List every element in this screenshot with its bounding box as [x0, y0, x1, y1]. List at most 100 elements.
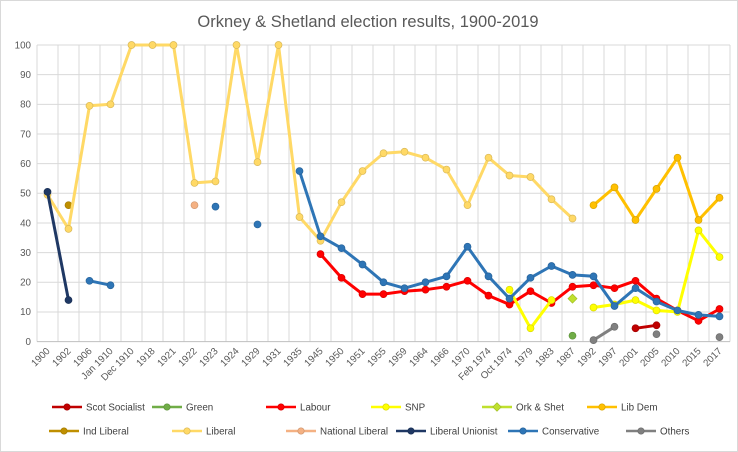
data-point — [652, 321, 661, 330]
data-point — [442, 282, 451, 291]
data-point — [568, 271, 577, 279]
data-point — [421, 278, 430, 287]
series-scot-socialist — [631, 321, 661, 333]
data-point — [652, 297, 661, 306]
data-point — [85, 276, 94, 285]
series-lib-dem — [589, 153, 724, 224]
chart-title: Orkney & Shetland election results, 1900… — [197, 13, 538, 31]
x-tick-label: 1931 — [260, 346, 283, 369]
data-point — [253, 158, 262, 167]
data-point — [400, 147, 409, 156]
data-point — [492, 402, 502, 412]
legend-item-ork-shet: Ork & Shet — [482, 402, 564, 413]
y-axis-labels: 0 10 20 30 40 50 60 70 80 90 100 — [15, 40, 32, 348]
data-point — [568, 282, 577, 291]
data-point — [169, 41, 178, 49]
x-tick-label: 1929 — [239, 346, 262, 369]
data-point — [379, 290, 388, 298]
data-point — [148, 41, 157, 49]
data-point — [400, 284, 409, 293]
data-point — [183, 427, 191, 435]
data-point — [421, 285, 430, 294]
data-point — [358, 260, 367, 269]
x-tick-label: 2015 — [680, 346, 704, 370]
x-tick-label: 1921 — [155, 346, 178, 369]
data-point — [463, 276, 472, 285]
data-point — [63, 403, 71, 411]
data-point — [85, 101, 94, 110]
data-point — [610, 284, 619, 293]
data-point — [610, 302, 619, 310]
data-point — [295, 167, 304, 175]
x-tick-label: 2005 — [638, 346, 662, 370]
series-liberal — [43, 41, 577, 245]
legend-item-liberal-unionist: Liberal Unionist — [396, 426, 498, 437]
legend-item-snp: SNP — [371, 402, 426, 413]
y-tick-label: 0 — [26, 337, 32, 348]
legend: Scot Socialist Green Labour SNP Ork & Shet Li… — [49, 402, 690, 437]
data-point — [652, 306, 661, 315]
x-tick-label: 1959 — [386, 346, 409, 369]
data-point — [297, 427, 305, 435]
data-point — [567, 293, 578, 304]
data-point — [526, 173, 535, 181]
legend-label: National Liberal — [320, 426, 388, 437]
x-tick-label: 1923 — [197, 346, 221, 370]
data-point — [274, 41, 283, 49]
x-tick-label: 2017 — [701, 346, 724, 369]
y-tick-label: 30 — [20, 248, 31, 259]
legend-label: Scot Socialist — [86, 402, 145, 413]
data-point — [673, 306, 682, 315]
legend-item-labour: Labour — [266, 402, 331, 413]
data-point — [358, 290, 367, 298]
data-point — [106, 281, 115, 290]
data-point — [526, 324, 535, 333]
series-green — [568, 331, 577, 340]
data-point — [60, 427, 68, 435]
data-point — [505, 294, 514, 303]
legend-item-ind-liberal: Ind Liberal — [49, 426, 129, 437]
series-conservative — [85, 167, 724, 321]
data-point — [715, 312, 724, 321]
data-point — [505, 171, 514, 180]
data-point — [631, 216, 640, 224]
series-line — [508, 288, 553, 330]
x-tick-label: 1951 — [344, 346, 367, 369]
y-tick-label: 90 — [20, 70, 31, 81]
legend-label: Liberal — [206, 426, 235, 437]
series-others — [589, 322, 724, 344]
data-point — [277, 403, 285, 411]
data-point — [652, 185, 661, 193]
data-point — [190, 179, 199, 187]
data-point — [715, 333, 724, 342]
data-point — [547, 195, 556, 204]
x-tick-label: 1950 — [323, 346, 347, 370]
data-point — [211, 202, 220, 211]
y-tick-label: 20 — [20, 278, 31, 289]
data-point — [64, 225, 73, 233]
data-point — [547, 296, 556, 304]
data-point — [253, 220, 262, 229]
x-tick-label: 2010 — [659, 346, 683, 370]
x-tick-label: 1983 — [533, 346, 557, 370]
data-point — [211, 177, 220, 186]
data-point — [484, 291, 493, 300]
data-point — [358, 167, 367, 175]
data-point — [106, 100, 115, 109]
data-point — [379, 149, 388, 158]
data-point — [631, 296, 640, 304]
data-point — [407, 427, 415, 435]
series-liberal-unionist — [43, 187, 73, 304]
data-point — [631, 276, 640, 285]
legend-item-national-liberal: National Liberal — [286, 426, 388, 437]
data-point — [43, 187, 52, 196]
data-point — [442, 272, 451, 281]
gridlines — [36, 44, 731, 343]
data-point — [337, 244, 346, 253]
data-point — [163, 403, 171, 411]
series-national-liberal — [190, 201, 199, 210]
data-point — [715, 305, 724, 313]
legend-item-conservative: Conservative — [508, 426, 600, 437]
x-tick-label: 1902 — [50, 346, 73, 369]
